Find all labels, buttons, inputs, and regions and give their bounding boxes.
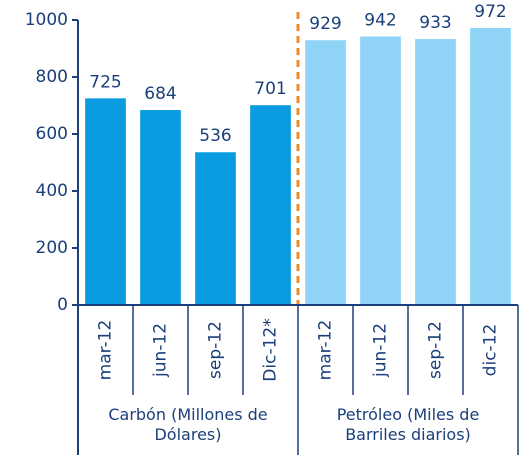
bar xyxy=(360,36,401,305)
x-tick-label: sep-12 xyxy=(426,321,446,379)
data-label: 933 xyxy=(419,13,451,33)
data-label: 942 xyxy=(364,11,396,31)
data-label: 684 xyxy=(144,84,176,104)
y-tick-label: 800 xyxy=(36,67,68,87)
y-tick-label: 200 xyxy=(36,238,68,258)
y-tick-label: 600 xyxy=(36,124,68,144)
bar xyxy=(140,110,181,305)
x-tick-label: jun-12 xyxy=(151,323,171,378)
bar xyxy=(195,152,236,305)
bar xyxy=(250,105,291,305)
x-tick-label: sep-12 xyxy=(206,321,226,379)
bar xyxy=(85,98,126,305)
data-label: 929 xyxy=(309,14,341,34)
data-label: 972 xyxy=(474,2,506,22)
data-label: 701 xyxy=(254,79,286,99)
x-tick-label: dic-12 xyxy=(481,324,501,377)
group-label: Carbón (Millones de Dólares) xyxy=(108,405,268,444)
x-tick-label: Dic-12* xyxy=(261,318,281,381)
x-tick-label: mar-12 xyxy=(96,320,116,381)
bar xyxy=(415,39,456,305)
bar xyxy=(305,40,346,306)
bar xyxy=(470,27,511,305)
x-tick-label: jun-12 xyxy=(371,323,391,378)
data-label: 536 xyxy=(199,126,231,146)
y-tick-label: 0 xyxy=(57,295,68,315)
y-tick-label: 400 xyxy=(36,181,68,201)
data-label: 725 xyxy=(89,72,121,92)
x-tick-label: mar-12 xyxy=(316,320,336,381)
y-tick-label: 1000 xyxy=(25,10,68,30)
group-label: Petróleo (Miles de Barriles diarios) xyxy=(336,405,480,444)
